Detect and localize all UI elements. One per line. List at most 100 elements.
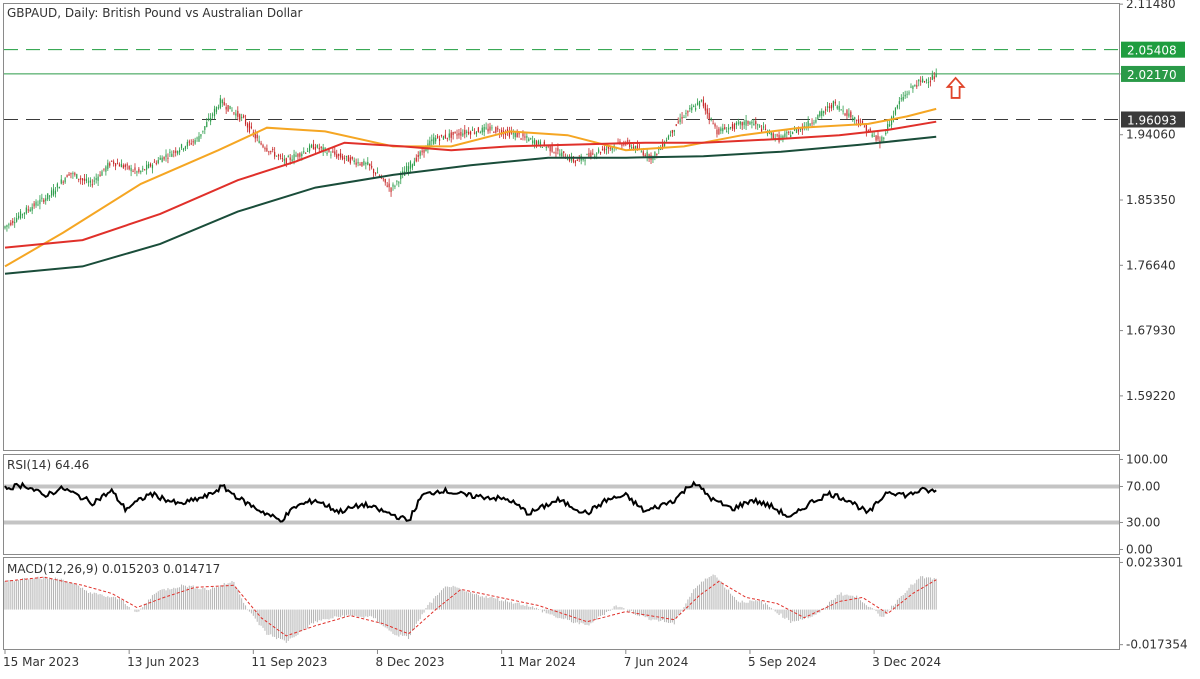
candle-body [340,153,342,158]
candle-body [514,132,516,138]
level-price-label-2: 1.96093 [1127,113,1177,127]
candle-body [266,148,268,152]
candle-body [873,135,875,137]
candle-body [714,123,716,127]
rsi-line [4,480,937,523]
candle-body [213,108,216,117]
candle-body [922,78,924,83]
candle-body [264,147,266,150]
candle-body [524,136,526,138]
candle-body [914,85,916,87]
candle-body [555,152,557,154]
candle-body [632,146,635,150]
candle-body [6,225,8,228]
candle-body [646,151,648,157]
candle-body [464,129,466,135]
candle-body [933,76,935,79]
candle-body [877,135,879,140]
price-panel-frame [3,3,1120,451]
candle-body [95,178,97,180]
candle-body [202,130,204,132]
candle-body [305,152,307,154]
candle-body [487,128,489,132]
candle-body [437,135,439,139]
candle-body [442,136,445,140]
candle-body [918,79,920,82]
candle-body [262,145,264,148]
candle-body [696,102,699,105]
candle-body [539,141,542,146]
candle-body [811,122,813,124]
candle-body [287,156,289,158]
candle-body [619,141,621,143]
candle-body [687,110,689,113]
candle-body [357,161,359,164]
candle-body [190,143,192,145]
candle-body [458,133,460,136]
candle-body [669,134,672,136]
candle-body [520,138,522,140]
candle-body [871,134,873,137]
rsi-axis: 100.00 70.00 30.00 0.00 [1119,453,1168,557]
price-chart-title: GBPAUD, Daily: British Pound vs Australi… [7,6,302,20]
candle-body [371,165,373,168]
rsi-axis-tick-label: 70.00 [1126,480,1160,494]
candle-body [14,222,16,224]
candle-body [221,99,223,104]
candle-body [235,113,237,116]
candle-body [448,133,450,138]
candle-body [869,128,871,132]
candle-body [343,157,346,159]
candle-body [433,137,435,144]
candle-body [376,172,379,174]
candle-body [374,173,377,175]
candle-body [19,211,22,219]
candle-body [250,126,252,129]
candle-body [307,150,309,152]
candle-body [479,132,481,134]
candle-body [58,187,60,189]
candle-body [724,127,726,130]
candle-body [64,178,66,183]
candle-body [39,199,41,205]
candle-body [45,198,47,201]
candle-body [334,151,336,155]
candle-body [927,82,930,84]
macd-title: MACD(12,26,9) 0.015203 0.014717 [7,562,220,576]
candle-body [483,126,485,133]
candle-body [318,147,320,150]
candle-body [931,74,933,80]
candle-body [755,121,757,125]
candle-body [274,151,276,157]
candle-body [625,143,627,145]
candle-body [256,134,258,139]
candle-body [99,174,101,177]
candle-body [776,134,778,136]
candle-body [454,131,456,133]
candle-body [722,127,724,132]
candle-body [229,105,231,110]
candle-body [179,149,181,153]
up-arrow-icon [945,76,966,99]
candle-body [310,144,313,148]
candle-body [549,145,551,152]
candle-body [739,121,741,125]
candle-body [631,147,633,149]
candle-body [916,85,918,87]
candle-body [237,110,239,117]
candle-body [93,180,95,182]
candle-body [194,139,196,144]
candle-body [382,178,384,180]
candle-body [297,153,299,157]
candle-body [491,127,493,129]
candle-body [16,218,18,222]
candle-body [295,155,297,157]
candle-body [683,117,685,119]
candle-body [809,123,811,126]
candle-body [733,124,736,130]
candle-body [435,137,437,142]
candle-body [272,149,274,151]
candle-body [17,215,20,219]
candle-body [596,153,598,155]
candle-body [599,152,602,154]
